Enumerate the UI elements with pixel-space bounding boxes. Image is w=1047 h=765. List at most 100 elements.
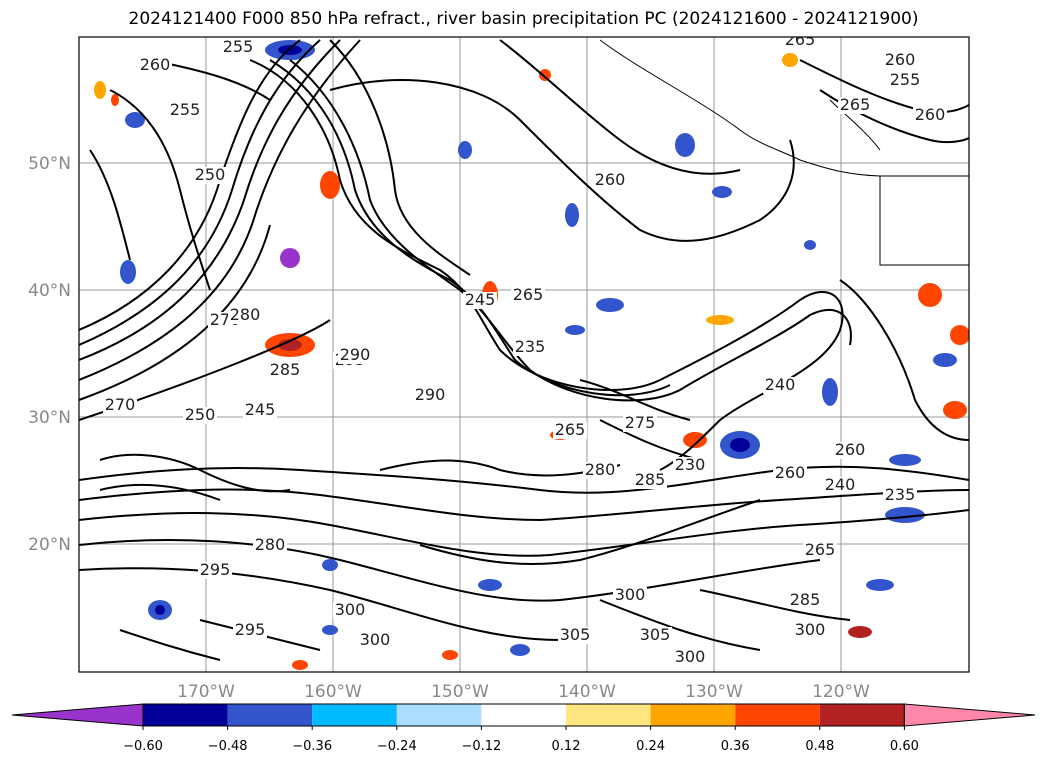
- contour-label: 260: [835, 440, 866, 459]
- contour-label-bg: [833, 442, 867, 459]
- contour-label-bg: [511, 287, 545, 304]
- contour-label-bg: [788, 592, 822, 609]
- contour-label-bg: [193, 167, 227, 184]
- contour-label: 260: [885, 50, 916, 69]
- contour-label: 300: [335, 600, 366, 619]
- colorbar-segment: [396, 704, 482, 726]
- contour-label: 290: [415, 385, 446, 404]
- contour-label: 295: [200, 560, 231, 579]
- contour-label: 295: [235, 620, 266, 639]
- contour-label-bg: [793, 622, 827, 639]
- colorbar-tick-label: 0.12: [552, 739, 581, 754]
- contour-label-bg: [913, 107, 947, 124]
- contour-label: 250: [185, 405, 216, 424]
- contour-label-bg: [883, 487, 917, 504]
- contour-label-bg: [823, 477, 857, 494]
- contour-label-bg: [583, 462, 617, 479]
- contour-label-bg: [803, 542, 837, 559]
- contour-label: 280: [585, 460, 616, 479]
- contour-label-bg: [333, 602, 367, 619]
- colorbar-tick-label: 0.36: [721, 739, 750, 754]
- colorbar-tick-label: −0.48: [208, 739, 248, 754]
- longitude-labels: 170°W 160°W 150°W 140°W 130°W 120°W: [177, 682, 870, 702]
- contour-label: 300: [615, 585, 646, 604]
- contour-label-bg: [553, 422, 587, 439]
- lon-label: 140°W: [558, 682, 616, 702]
- contour-label: 230: [675, 455, 706, 474]
- contour-label: 285: [790, 590, 821, 609]
- contour-label: 260: [595, 170, 626, 189]
- colorbar-tick-label: −0.12: [461, 739, 501, 754]
- contour-label-bg: [838, 97, 872, 114]
- colorbar-tick-label: 0.60: [890, 739, 919, 754]
- contour-labels: 2552602552652602452502652702802852952902…: [103, 30, 947, 666]
- coastlines: [599, 39, 969, 266]
- colorbar-segment: [481, 704, 566, 726]
- lon-label: 170°W: [177, 682, 235, 702]
- contour-label: 255: [223, 37, 254, 56]
- contour-label: 280: [255, 535, 286, 554]
- contour-label-bg: [221, 39, 255, 56]
- contour-label-bg: [138, 57, 172, 74]
- contour-label: 255: [890, 70, 921, 89]
- contour-label-bg: [233, 622, 267, 639]
- colorbar-tick-label: 0.24: [636, 739, 665, 754]
- contour-label-bg: [463, 292, 497, 309]
- contour-label: 305: [640, 625, 671, 644]
- contour-label-bg: [268, 362, 302, 379]
- contour-label: 275: [625, 413, 656, 432]
- contour-label: 285: [635, 470, 666, 489]
- lon-label: 150°W: [431, 682, 489, 702]
- contour-label-bg: [883, 52, 917, 69]
- contour-label-bg: [198, 562, 232, 579]
- contour-label-bg: [633, 472, 667, 489]
- colorbar: −0.60 −0.48 −0.36 −0.24 −0.12 0.12 0.24 0.36 0.4…: [11, 703, 1036, 754]
- contour-label-bg: [888, 72, 922, 89]
- contour-label: 240: [825, 475, 856, 494]
- contour-label-bg: [613, 587, 647, 604]
- contour-label-bg: [103, 397, 137, 414]
- contour-label: 265: [785, 30, 816, 49]
- contour-label: 290: [340, 345, 371, 364]
- contour-label: 260: [775, 463, 806, 482]
- contour-label: 285: [270, 360, 301, 379]
- contour-label-bg: [413, 387, 447, 404]
- contour-label: 245: [465, 290, 496, 309]
- contour-label: 260: [915, 105, 946, 124]
- colorbar-segment: [143, 704, 228, 726]
- contour-label-bg: [338, 347, 372, 364]
- contour-label: 280: [230, 305, 261, 324]
- contour-label-bg: [243, 402, 277, 419]
- lat-label: 20°N: [28, 535, 71, 555]
- contour-label-bg: [228, 307, 262, 324]
- colorbar-border: [142, 703, 905, 727]
- contour-label-bg: [593, 172, 627, 189]
- contour-label: 300: [360, 630, 391, 649]
- contour-label: 245: [245, 400, 276, 419]
- contour-label: 240: [765, 375, 796, 394]
- lat-label: 30°N: [28, 408, 71, 428]
- contour-label-bg: [253, 537, 287, 554]
- lon-label: 160°W: [304, 682, 362, 702]
- colorbar-extend-low: [11, 703, 144, 727]
- contour-label: 260: [140, 55, 171, 74]
- contour-label: 300: [795, 620, 826, 639]
- colorbar-segment: [566, 704, 651, 726]
- lon-label: 120°W: [812, 682, 870, 702]
- contour-label-bg: [773, 465, 807, 482]
- colorbar-tick-label: −0.24: [377, 739, 417, 754]
- contour-label-bg: [558, 627, 592, 644]
- colorbar-segment: [650, 704, 736, 726]
- contour-label: 270: [105, 395, 136, 414]
- contour-label-bg: [513, 339, 547, 356]
- map-border: [78, 36, 970, 673]
- lat-label: 40°N: [28, 281, 71, 301]
- contour-label: 265: [805, 540, 836, 559]
- colorbar-tick-label: −0.60: [123, 739, 163, 754]
- latitude-labels: 50°N 40°N 30°N 20°N: [28, 154, 71, 555]
- map-content: 2552602552652602452502652702802852952902…: [79, 30, 969, 672]
- contour-label: 235: [885, 485, 916, 504]
- colorbar-segment: [735, 704, 820, 726]
- colorbar-extend-high: [903, 703, 1036, 727]
